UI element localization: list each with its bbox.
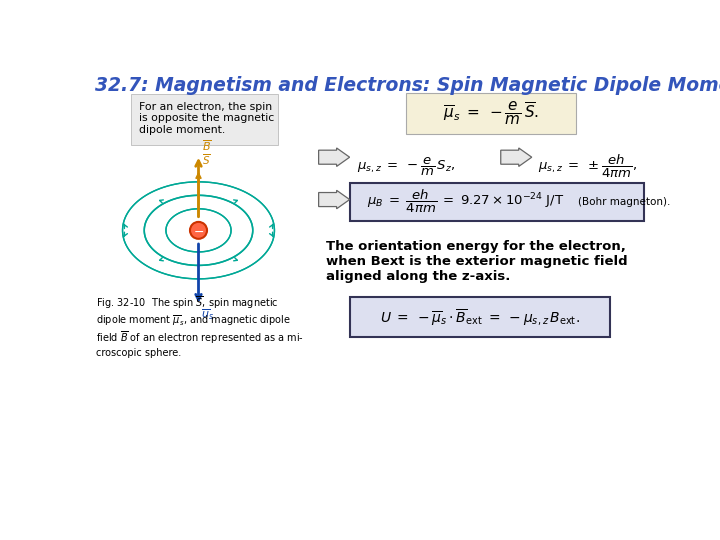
FancyBboxPatch shape xyxy=(350,298,610,338)
Text: For an electron, the spin
is opposite the magnetic
dipole moment.: For an electron, the spin is opposite th… xyxy=(139,102,274,135)
Text: $\mu_{s,z}\; =\; -\dfrac{e}{m}\,S_z,$: $\mu_{s,z}\; =\; -\dfrac{e}{m}\,S_z,$ xyxy=(357,156,456,178)
FancyBboxPatch shape xyxy=(351,183,644,221)
Text: (Bohr magneton).: (Bohr magneton). xyxy=(578,197,670,207)
Polygon shape xyxy=(319,190,350,209)
Polygon shape xyxy=(319,148,350,166)
FancyBboxPatch shape xyxy=(406,92,576,134)
Text: $-$: $-$ xyxy=(193,225,204,238)
Polygon shape xyxy=(500,148,532,166)
Text: 32.7: Magnetism and Electrons: Spin Magnetic Dipole Moment:: 32.7: Magnetism and Electrons: Spin Magn… xyxy=(94,76,720,94)
Text: $\overline{S}$: $\overline{S}$ xyxy=(202,152,210,167)
Text: $U\; =\; -\overline{\mu}_s\cdot\overline{B}_{\mathrm{ext}}\; =\; -\mu_{s,z}\,B_{: $U\; =\; -\overline{\mu}_s\cdot\overline… xyxy=(379,307,580,328)
Circle shape xyxy=(190,222,207,239)
Text: The orientation energy for the electron,
when Bext is the exterior magnetic fiel: The orientation energy for the electron,… xyxy=(326,240,628,284)
Text: $\overline{u}_s$: $\overline{u}_s$ xyxy=(201,307,214,322)
Text: Fig. 32-10  The spin $\overline{S}$, spin magnetic
dipole moment $\overline{\mu}: Fig. 32-10 The spin $\overline{S}$, spin… xyxy=(96,294,304,358)
Text: $\mu_B\; =\; \dfrac{eh}{4\pi m}\; =\; 9.27\times 10^{-24}\;\mathrm{J/T}$: $\mu_B\; =\; \dfrac{eh}{4\pi m}\; =\; 9.… xyxy=(367,188,564,215)
Text: $\mu_{s,z}\; =\; \pm\dfrac{eh}{4\pi m},$: $\mu_{s,z}\; =\; \pm\dfrac{eh}{4\pi m},$ xyxy=(538,153,637,180)
Text: $\overline{B}$: $\overline{B}$ xyxy=(202,139,211,153)
Text: $\overline{\mu}_s\; =\; -\dfrac{e}{m}\,\overline{S}.$: $\overline{\mu}_s\; =\; -\dfrac{e}{m}\,\… xyxy=(444,100,539,127)
FancyBboxPatch shape xyxy=(131,94,277,145)
